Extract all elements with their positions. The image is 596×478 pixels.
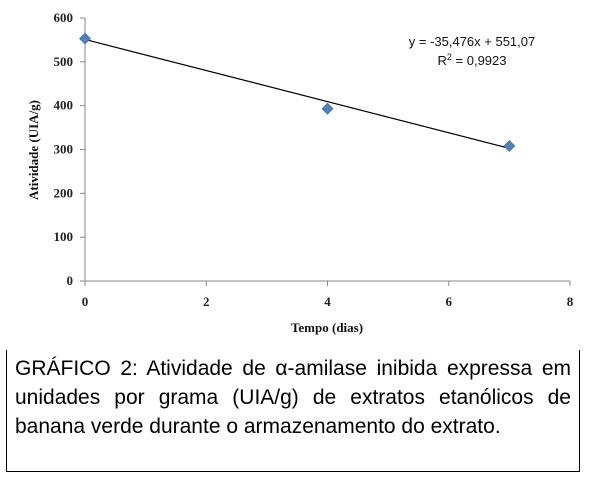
x-tick-label: 2 [203,294,210,309]
axes [80,17,571,286]
figure-caption: GRÁFICO 2: Atividade de α-amilase inibid… [6,350,580,472]
data-points [79,32,516,152]
trendline [84,38,510,149]
y-tick-label: 300 [54,142,74,157]
x-axis-title: Tempo (dias) [291,320,363,335]
y-tick-label: 400 [54,98,74,113]
x-tick-label: 0 [82,294,89,309]
y-tick-label: 600 [54,10,74,25]
x-tick-labels: 0 2 4 6 8 [82,294,574,309]
y-tick-labels: 0 100 200 300 400 500 600 [54,10,74,288]
x-tick-label: 4 [324,294,331,309]
data-point [503,140,516,152]
chart: 0 100 200 300 400 500 600 0 2 4 6 8 Atividade (UIA… [26,10,574,335]
data-point [321,102,334,115]
r-squared-value: = 0,9923 [452,53,507,68]
y-tick-label: 0 [67,273,74,288]
y-axis-title: Atividade (UIA/g) [26,100,41,200]
trendline-equation: y = -35,476x + 551,07 [409,34,535,49]
x-tick-label: 6 [446,294,453,309]
x-tick-label: 8 [567,294,574,309]
y-tick-label: 500 [54,54,74,69]
r-squared-exponent: 2 [447,52,452,62]
r-squared-symbol: R [438,53,447,68]
y-tick-label: 200 [54,185,74,200]
data-point [79,32,91,45]
y-tick-label: 100 [54,229,74,244]
r-squared-label: R2 = 0,9923 [438,52,507,68]
trendline-group [84,38,510,149]
